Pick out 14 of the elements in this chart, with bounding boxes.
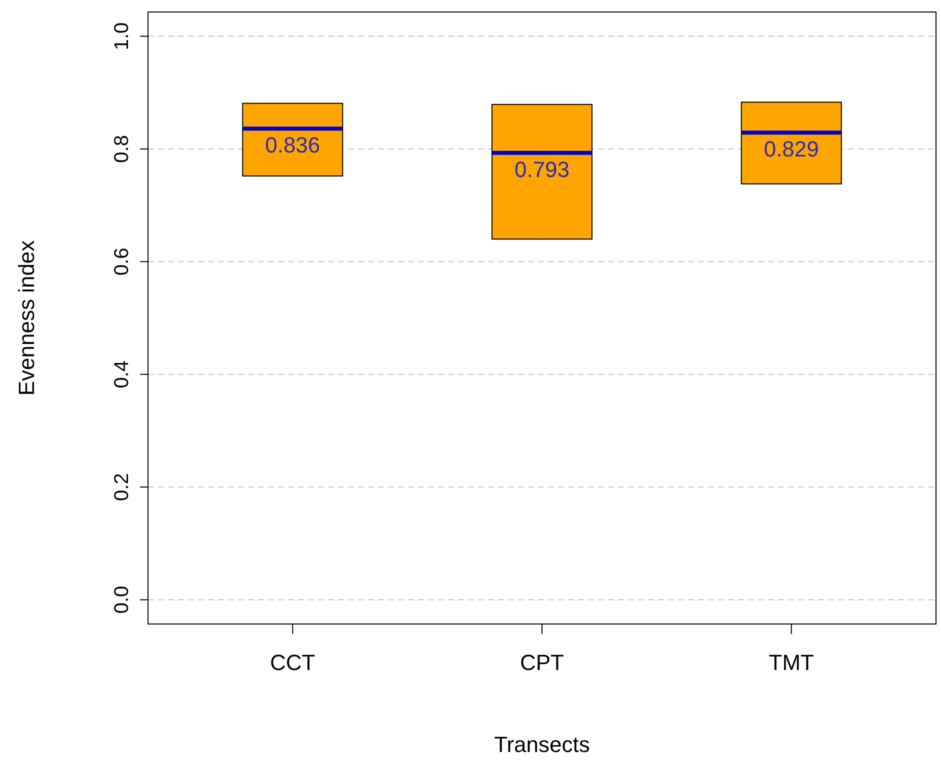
x-tick-label: CCT: [270, 650, 316, 675]
y-tick-label: 0.2: [111, 473, 133, 501]
text: 0.836: [265, 132, 320, 158]
x-tick-label: CPT: [520, 650, 564, 675]
y-tick-label: 1.0: [111, 22, 133, 50]
text: 0.829: [764, 136, 819, 162]
y-tick-label: 0.4: [111, 360, 133, 388]
x-axis-title: Transects: [494, 732, 590, 757]
y-tick-label: 0.6: [111, 248, 133, 276]
y-tick-label: 0.8: [111, 135, 133, 163]
y-tick-label: 0.0: [111, 586, 133, 614]
x-tick-label: TMT: [768, 650, 814, 675]
y-axis-title: Evenness index: [14, 240, 39, 396]
text: 0.793: [514, 156, 570, 182]
